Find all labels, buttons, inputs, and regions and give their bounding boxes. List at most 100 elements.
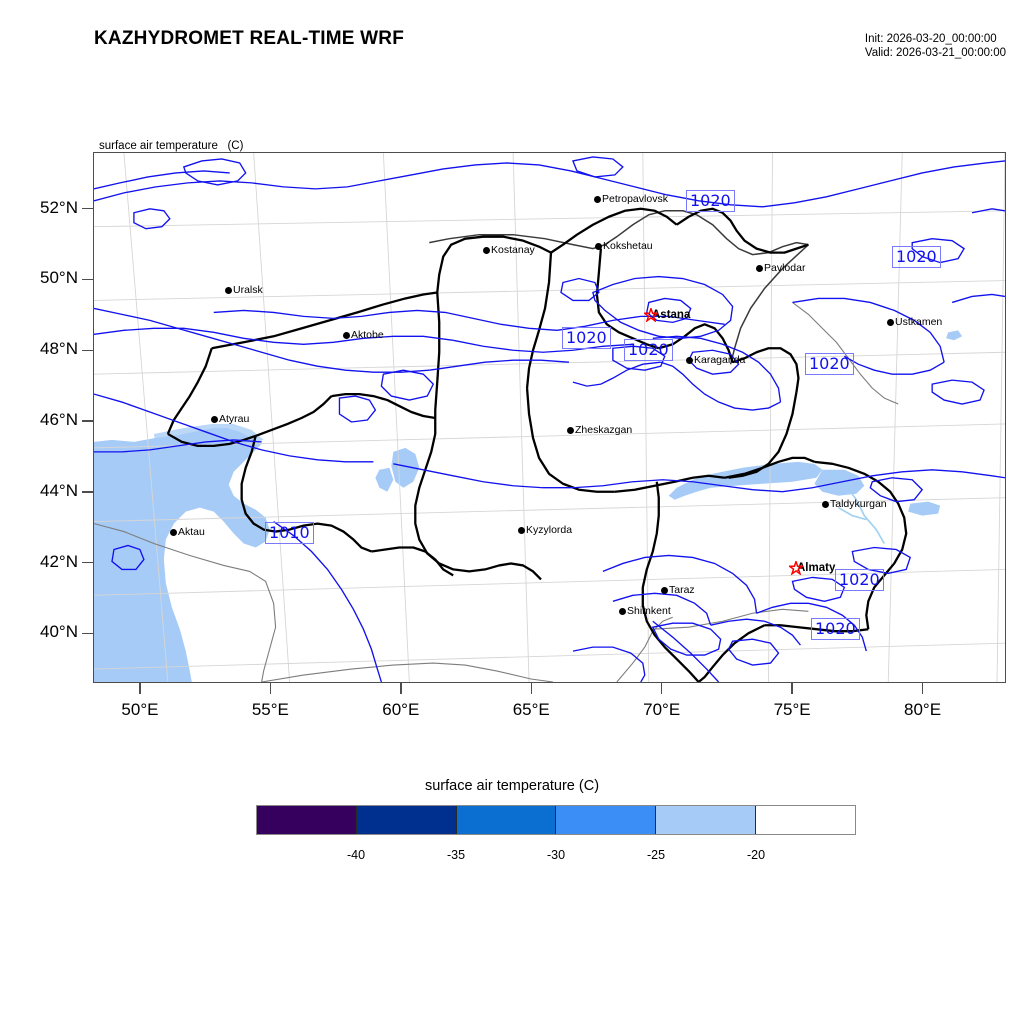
city-label: Almaty: [797, 562, 836, 575]
city-dot-icon: [661, 586, 668, 594]
isobar-contours: [94, 156, 1005, 682]
city-marker-uralsk[interactable]: Uralsk: [225, 285, 263, 295]
city-dot-icon: [595, 242, 602, 250]
valid-time: Valid: 2026-03-21_00:00:00: [864, 47, 1006, 59]
city-marker-almaty[interactable]: Almaty: [789, 561, 836, 576]
lat-tick-label: 50°N: [40, 268, 78, 288]
lon-tick: [269, 683, 272, 694]
city-marker-astana[interactable]: Astana: [644, 308, 691, 323]
city-label: Taldykurgan: [830, 498, 887, 511]
city-dot-icon: [211, 415, 218, 423]
lat-tick-label: 42°N: [40, 551, 78, 571]
city-marker-karaganda[interactable]: Karaganda: [686, 355, 745, 365]
colorbar-segment-2: [456, 806, 557, 834]
lon-tick: [530, 683, 532, 694]
lat-tick: [82, 491, 93, 493]
colorbar-tick-label: -40: [346, 848, 366, 862]
city-marker-kokshetau[interactable]: Kokshetau: [595, 241, 653, 251]
city-marker-shimkent[interactable]: Shimkent: [619, 606, 671, 616]
map-graphic: [94, 153, 1005, 682]
map-plot-area[interactable]: Petropavlovsk Kostanay Kokshetau Pavlodar Ur…: [93, 152, 1006, 683]
init-time: Init: 2026-03-20_00:00:00: [864, 33, 997, 45]
colorbar-segment-1: [356, 806, 457, 834]
isobar-label: 1020: [892, 246, 941, 268]
city-marker-pavlodar[interactable]: Pavlodar: [756, 263, 805, 273]
city-dot-icon: [225, 286, 232, 294]
city-label: Astana: [652, 309, 691, 322]
city-marker-zheskazgan[interactable]: Zheskazgan: [567, 425, 632, 435]
city-label: Zheskazgan: [575, 424, 633, 437]
lon-tick-label: 50°E: [121, 700, 159, 719]
city-label: Uralsk: [233, 284, 263, 297]
lon-tick: [400, 683, 402, 694]
colorbar-title: surface air temperature (C): [424, 778, 600, 794]
city-label: Petropavlovsk: [602, 193, 668, 206]
isobar-label: 1020: [686, 190, 735, 212]
city-marker-kostanay[interactable]: Kostanay: [483, 245, 535, 255]
city-marker-aktau[interactable]: Aktau: [170, 527, 205, 537]
colorbar-segment-3: [556, 806, 657, 834]
lat-tick: [82, 420, 93, 422]
city-dot-icon: [594, 195, 601, 203]
city-label: Aktau: [178, 526, 205, 539]
lon-tick: [791, 683, 793, 694]
city-dot-icon: [619, 607, 626, 615]
colorbar-segment-5: [756, 806, 855, 834]
city-marker-atyrau[interactable]: Atyrau: [211, 414, 249, 424]
city-marker-ustkamen[interactable]: Ustkamen: [887, 317, 942, 327]
city-marker-kyzylorda[interactable]: Kyzylorda: [518, 525, 572, 535]
isobar-label: 1020: [624, 339, 673, 361]
city-dot-icon: [170, 528, 177, 536]
lat-tick-label: 40°N: [40, 622, 78, 642]
lon-tick-label: 70°E: [643, 700, 681, 719]
colorbar-tick-label: -35: [446, 848, 466, 862]
city-dot-icon: [887, 318, 894, 326]
city-marker-aktobe[interactable]: Aktobe: [343, 330, 384, 340]
city-dot-icon: [822, 500, 829, 508]
city-label: Karaganda: [694, 354, 746, 367]
rivers: [831, 471, 885, 544]
isobar-label: 1020: [835, 569, 884, 591]
lon-tick-label: 80°E: [903, 700, 942, 719]
lon-tick-label: 60°E: [382, 700, 420, 719]
field-label-temperature: surface air temperature (C): [99, 140, 244, 152]
water-bodies: [94, 330, 963, 682]
isobar-label: 1010: [265, 522, 314, 544]
administrative-borders: [166, 207, 908, 682]
city-label: Taraz: [669, 584, 695, 597]
lon-tick-label: 55°E: [251, 700, 289, 719]
colorbar-tick-label: -30: [546, 848, 566, 862]
city-label: Kyzylorda: [526, 524, 573, 537]
city-label: Kokshetau: [603, 240, 653, 253]
city-label: Atyrau: [219, 413, 250, 426]
region-borders: [429, 210, 809, 365]
colorbar-segment-0: [257, 806, 357, 834]
city-dot-icon: [343, 331, 350, 339]
lat-tick: [82, 561, 93, 564]
city-marker-taldykurgan[interactable]: Taldykurgan: [822, 499, 887, 509]
colorbar-tick-label: -25: [646, 848, 666, 862]
city-dot-icon: [567, 426, 574, 434]
city-label: Kostanay: [491, 244, 535, 257]
lon-tick-label: 75°E: [773, 700, 811, 719]
model-run-info: Init: 2026-03-20_00:00:00 Valid: 2026-03…: [865, 32, 1006, 60]
colorbar-segment-4: [656, 806, 757, 834]
city-dot-icon: [483, 246, 490, 254]
lat-tick-label: 46°N: [40, 410, 78, 430]
city-dot-icon: [756, 264, 763, 272]
isobar-label: 1020: [562, 327, 611, 349]
lon-tick: [660, 683, 663, 694]
colorbar[interactable]: [256, 805, 856, 835]
lon-tick: [921, 683, 924, 694]
city-dot-icon: [518, 526, 525, 534]
city-marker-taraz[interactable]: Taraz: [661, 585, 695, 595]
lon-tick: [139, 683, 141, 694]
city-marker-petropavlovsk[interactable]: Petropavlovsk: [594, 194, 668, 204]
city-label: Shimkent: [627, 605, 671, 618]
isobar-label: 1020: [811, 618, 860, 640]
lat-tick: [82, 207, 93, 210]
lat-tick-label: 52°N: [40, 197, 78, 217]
lon-tick-label: 65°E: [512, 700, 550, 719]
city-label: Pavlodar: [764, 262, 806, 275]
